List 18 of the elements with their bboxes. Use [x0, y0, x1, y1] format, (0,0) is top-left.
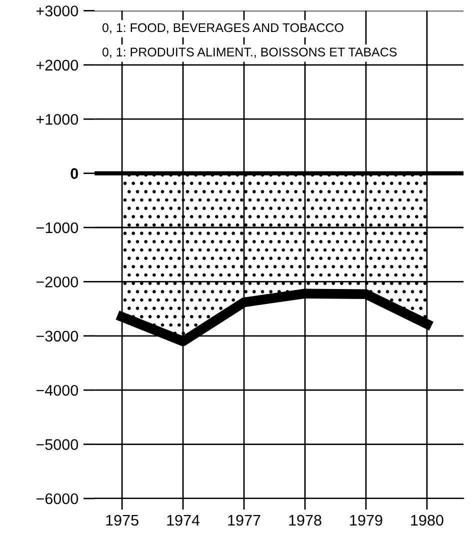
x-tick-label: 1977: [228, 514, 260, 526]
annotation: 0, 1: FOOD, BEVERAGES AND TOBACCO: [102, 23, 344, 34]
y-tick-label: −4000: [36, 384, 78, 396]
y-tick-label: 0: [70, 168, 78, 179]
x-tick-label: 1979: [350, 514, 382, 526]
y-tick-label: −5000: [36, 439, 78, 450]
x-tick-label: 1978: [289, 514, 322, 526]
x-tick-label: 1980: [411, 514, 444, 526]
annotation: 0, 1: PRODUITS ALIMENT., BOISSONS ET TABACS: [102, 48, 397, 58]
y-tick-label: +1000: [36, 114, 78, 125]
y-tick-label: −6000: [36, 493, 78, 504]
x-tick-label: 1974: [167, 514, 200, 526]
y-tick-label: +2000: [36, 60, 78, 71]
y-tick-label: −2000: [36, 276, 78, 288]
y-tick-label: −1000: [36, 222, 78, 234]
y-tick-label: +3000: [36, 6, 78, 16]
y-tick-label: −3000: [36, 330, 78, 342]
x-tick-label: 1975: [106, 514, 138, 526]
